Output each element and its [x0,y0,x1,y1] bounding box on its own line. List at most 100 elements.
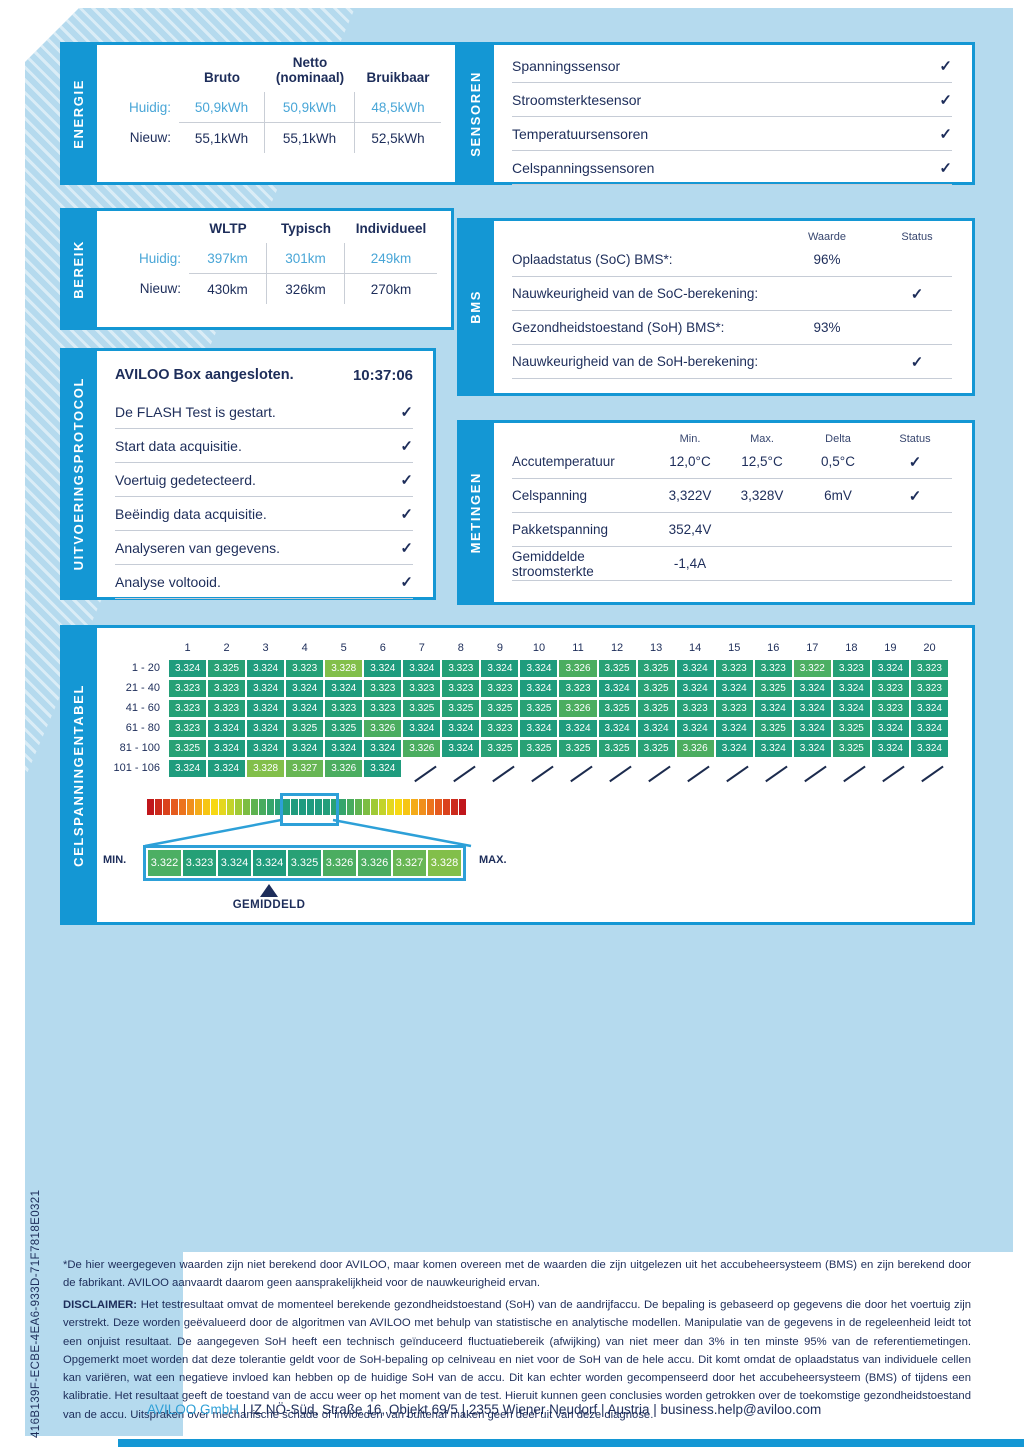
cell-voltage-value: 3.323 [403,680,441,697]
cell-voltage-value: 3.324 [208,740,246,757]
legend-connector-lines [144,818,472,848]
cell-row-label: 41 - 60 [125,702,160,714]
cell-column-header: 18 [845,642,858,654]
cell-voltage-value: 3.323 [169,680,207,697]
celltable-card: CELSPANNINGENTABEL 1 2 3 4 5 6 7 8 9 10 11 12 13 14 15… [60,625,975,925]
energie-header: Netto (nominaal) [275,55,345,85]
cell-voltage-value: 3.325 [442,700,480,717]
cell-voltage-value: 3.325 [559,740,597,757]
cell-voltage-value: 3.323 [364,680,402,697]
gradient-segment [355,799,362,815]
bereik-header: Individueel [355,221,427,236]
footer: AVILOO GmbH | IZ NÖ-Süd, Straße 16, Obje… [147,1402,907,1417]
bereik-value: 270km [345,273,437,304]
cell-empty [794,760,831,782]
metingen-row: Pakketspanning 352,4V [512,513,952,547]
footnote: *De hier weergegeven waarden zijn niet b… [63,1259,971,1290]
bms-card: BMS Waarde Status Oplaadstatus (SoC) BMS*:… [457,218,975,396]
sensoren-list: Spanningssensor ✓ Stroomsterktesensor ✓ Temp… [494,42,975,185]
bereik-table: WLTP Typisch Individueel Huidig: 397km 301km 2… [97,211,451,304]
bereik-value-text: 326km [285,281,326,297]
cell-voltage-value: 3.323 [442,660,480,677]
cell-voltage-value: 3.323 [676,700,714,717]
cell-voltage-value: 3.324 [247,660,285,677]
cell-column-header: 3 [262,642,269,654]
bereik-value-text: 301km [285,250,326,266]
metingen-header: Status [899,433,931,445]
cell-empty [403,760,440,782]
cell-voltage-value: 3.324 [832,700,870,717]
sensor-row: Temperatuursensoren ✓ [512,117,952,151]
cell-voltage-value: 3.326 [559,700,597,717]
gradient-segment [331,799,338,815]
status-check-icon: ✓ [400,573,413,591]
cell-column-header: 1 [184,642,191,654]
cell-voltage-value: 3.325 [598,660,636,677]
protocol-step-row: Start data acquisitie. ✓ [115,429,413,463]
metingen-delta: 0,5°C [821,454,855,469]
bereik-row-label: Nieuw: [139,281,181,296]
cell-voltage-value: 3.325 [832,720,870,737]
gradient-segment [291,799,298,815]
cell-voltage-value: 3.326 [559,660,597,677]
average-marker-triangle [260,884,278,897]
cell-voltage-value: 3.324 [754,740,792,757]
protocol-step-row: Voertuig gedetecteerd. ✓ [115,463,413,497]
bereik-title: BEREIK [71,239,86,299]
voltage-legend: MIN. 3.322 3.323 3.324 3.324 3.325 3.326 3.326… [97,791,657,929]
sensoren-title: SENSOREN [468,70,483,157]
cell-voltage-value: 3.325 [637,700,675,717]
footer-email-link[interactable]: business.help@aviloo.com [660,1402,822,1417]
gradient-segment [315,799,322,815]
cell-voltage-value: 3.323 [481,720,519,737]
cell-voltage-value: 3.324 [793,720,831,737]
energie-row-label: Nieuw: [129,130,171,145]
cell-voltage-value: 3.323 [442,680,480,697]
cell-voltage-value: 3.323 [286,660,324,677]
protocol-step-label: Beëindig data acquisitie. [115,505,267,522]
bereik-value-text: 249km [370,250,412,266]
cell-voltage-value: 3.323 [208,680,246,697]
max-label: MAX. [479,854,507,866]
energie-corner [103,55,179,92]
gradient-segment [339,799,346,815]
gradient-segment [259,799,266,815]
strip-voltage-value: 3.326 [358,850,391,876]
cell-column-header: 19 [884,642,897,654]
cell-voltage-value: 3.324 [208,760,246,777]
cell-voltage-value: 3.325 [637,680,675,697]
energie-value-text: 52,5kWh [371,130,425,146]
slash-mark [453,765,476,782]
bereik-value-text: 397km [207,250,248,266]
strip-voltage-value: 3.324 [218,850,251,876]
cell-voltage-value: 3.323 [715,700,753,717]
cell-column-header: 14 [689,642,702,654]
cell-voltage-value: 3.325 [520,700,558,717]
cell-voltage-value: 3.325 [325,720,363,737]
cell-voltage-value: 3.325 [481,700,519,717]
slash-mark [492,765,515,782]
gradient-segment [403,799,410,815]
cell-column-header: 5 [340,642,347,654]
strip-voltage-value: 3.323 [183,850,216,876]
cell-voltage-value: 3.323 [832,660,870,677]
cell-voltage-value: 3.324 [520,660,558,677]
status-check-icon: ✓ [400,471,413,489]
cell-column-header: 16 [767,642,780,654]
protocol-step-label: Analyseren van gegevens. [115,539,280,556]
gradient-segment [299,799,306,815]
report-uuid: 416B139F-ECBE-4EA6-933D-71F7818E0321 [30,1189,42,1438]
cell-voltage-value: 3.324 [364,740,402,757]
metingen-tab: METINGEN [457,420,494,605]
metingen-row: Celspanning 3,322V 3,328V 6mV ✓ [512,479,952,513]
gradient-segment [235,799,242,815]
bms-row-label: Gezondheidstoestand (SoH) BMS*: [512,320,725,335]
metingen-max: 3,328V [740,488,784,503]
gradient-segment [283,799,290,815]
gradient-segment [347,799,354,815]
bereik-card: BEREIK WLTP Typisch Individueel Huidig: 397k… [60,208,454,330]
metingen-header-row: Min. Max. Delta Status [512,433,952,445]
metingen-row-label: Accutemperatuur [512,454,615,469]
metingen-row-label: Pakketspanning [512,522,609,537]
cell-voltage-value: 3.323 [364,700,402,717]
